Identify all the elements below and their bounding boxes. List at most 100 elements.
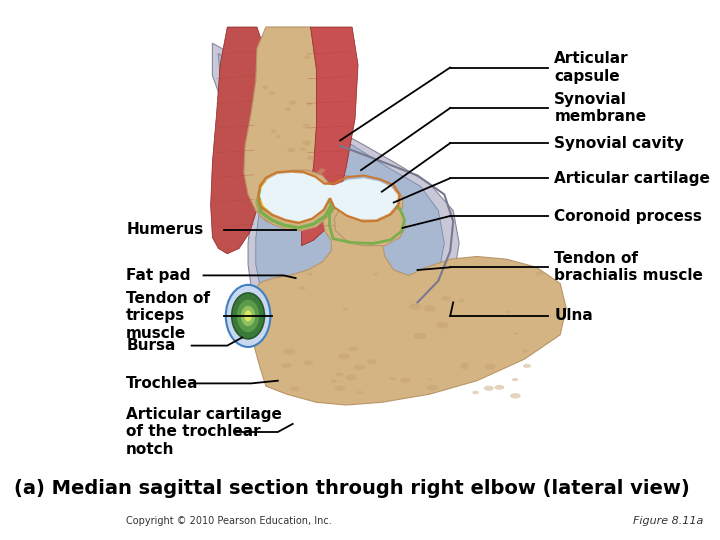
Ellipse shape [459, 299, 465, 302]
Ellipse shape [400, 378, 410, 383]
Ellipse shape [282, 201, 287, 205]
Ellipse shape [505, 310, 510, 313]
Polygon shape [244, 27, 337, 224]
Ellipse shape [232, 293, 264, 339]
Text: Fat pad: Fat pad [126, 268, 191, 283]
Text: Copyright © 2010 Pearson Education, Inc.: Copyright © 2010 Pearson Education, Inc. [126, 516, 332, 526]
Ellipse shape [283, 209, 287, 212]
Ellipse shape [319, 168, 325, 172]
Text: Articular cartilage
of the trochlear
notch: Articular cartilage of the trochlear not… [126, 407, 282, 457]
Polygon shape [258, 175, 320, 212]
Polygon shape [251, 181, 566, 405]
Ellipse shape [226, 285, 271, 347]
Ellipse shape [298, 286, 306, 290]
Ellipse shape [373, 273, 379, 275]
Ellipse shape [356, 391, 363, 394]
Ellipse shape [285, 204, 289, 206]
Ellipse shape [460, 364, 469, 369]
Ellipse shape [345, 375, 357, 381]
Ellipse shape [461, 362, 468, 366]
Ellipse shape [297, 201, 308, 207]
Text: (a) Median sagittal section through right elbow (lateral view): (a) Median sagittal section through righ… [14, 479, 690, 498]
Ellipse shape [236, 299, 260, 333]
Ellipse shape [286, 193, 296, 200]
Ellipse shape [283, 348, 295, 355]
Text: Ulna: Ulna [554, 308, 593, 323]
Ellipse shape [284, 107, 291, 111]
Ellipse shape [302, 124, 310, 128]
Ellipse shape [485, 364, 496, 369]
Ellipse shape [426, 385, 438, 390]
Ellipse shape [270, 182, 280, 188]
Ellipse shape [523, 364, 531, 368]
Ellipse shape [414, 333, 426, 339]
Ellipse shape [535, 272, 544, 275]
Text: Articular
capsule: Articular capsule [554, 51, 629, 84]
Ellipse shape [282, 194, 287, 197]
Ellipse shape [366, 359, 377, 364]
Ellipse shape [287, 201, 293, 205]
Polygon shape [334, 197, 405, 246]
Ellipse shape [335, 386, 346, 391]
Ellipse shape [348, 346, 358, 351]
Ellipse shape [303, 360, 313, 365]
Ellipse shape [330, 380, 337, 383]
Text: Humerus: Humerus [126, 222, 204, 237]
Ellipse shape [289, 100, 297, 105]
Polygon shape [218, 54, 444, 329]
Ellipse shape [436, 322, 449, 328]
Ellipse shape [316, 183, 323, 187]
Polygon shape [302, 27, 358, 246]
Text: Figure 8.11a: Figure 8.11a [632, 516, 703, 526]
Ellipse shape [307, 156, 313, 160]
Ellipse shape [318, 199, 324, 204]
Ellipse shape [307, 273, 312, 276]
Ellipse shape [354, 364, 365, 370]
Ellipse shape [409, 303, 421, 310]
Ellipse shape [282, 195, 287, 198]
Ellipse shape [472, 391, 479, 394]
Text: Synovial
membrane: Synovial membrane [554, 92, 647, 124]
Ellipse shape [484, 386, 494, 391]
Ellipse shape [289, 180, 300, 186]
Text: Articular cartilage: Articular cartilage [554, 171, 710, 186]
Ellipse shape [262, 85, 268, 89]
Ellipse shape [441, 296, 451, 301]
Ellipse shape [269, 91, 275, 95]
Ellipse shape [282, 363, 292, 368]
Ellipse shape [336, 373, 343, 376]
Ellipse shape [423, 305, 436, 312]
Ellipse shape [290, 193, 295, 196]
Ellipse shape [291, 217, 296, 219]
Ellipse shape [315, 179, 321, 183]
Ellipse shape [300, 147, 306, 151]
Ellipse shape [291, 184, 294, 187]
Ellipse shape [510, 393, 521, 399]
Text: Bursa: Bursa [126, 338, 176, 353]
Ellipse shape [287, 147, 295, 152]
Ellipse shape [287, 194, 297, 201]
Ellipse shape [303, 140, 311, 145]
Text: Trochlea: Trochlea [126, 376, 199, 391]
Ellipse shape [390, 377, 396, 380]
Ellipse shape [428, 378, 433, 381]
Ellipse shape [244, 310, 252, 322]
Ellipse shape [317, 171, 323, 175]
Ellipse shape [263, 182, 274, 188]
Polygon shape [212, 43, 459, 340]
Ellipse shape [275, 135, 281, 138]
Ellipse shape [304, 56, 310, 59]
Ellipse shape [306, 102, 312, 106]
Text: Coronoid process: Coronoid process [554, 208, 702, 224]
Ellipse shape [240, 305, 256, 327]
Ellipse shape [338, 353, 350, 360]
Ellipse shape [512, 378, 518, 381]
Polygon shape [211, 27, 266, 254]
Text: Synovial cavity: Synovial cavity [554, 136, 684, 151]
Ellipse shape [523, 349, 528, 352]
Text: Tendon of
brachialis muscle: Tendon of brachialis muscle [554, 251, 703, 284]
Text: Tendon of
triceps
muscle: Tendon of triceps muscle [126, 291, 210, 341]
Polygon shape [256, 170, 334, 231]
Ellipse shape [495, 385, 504, 390]
Polygon shape [260, 173, 398, 221]
